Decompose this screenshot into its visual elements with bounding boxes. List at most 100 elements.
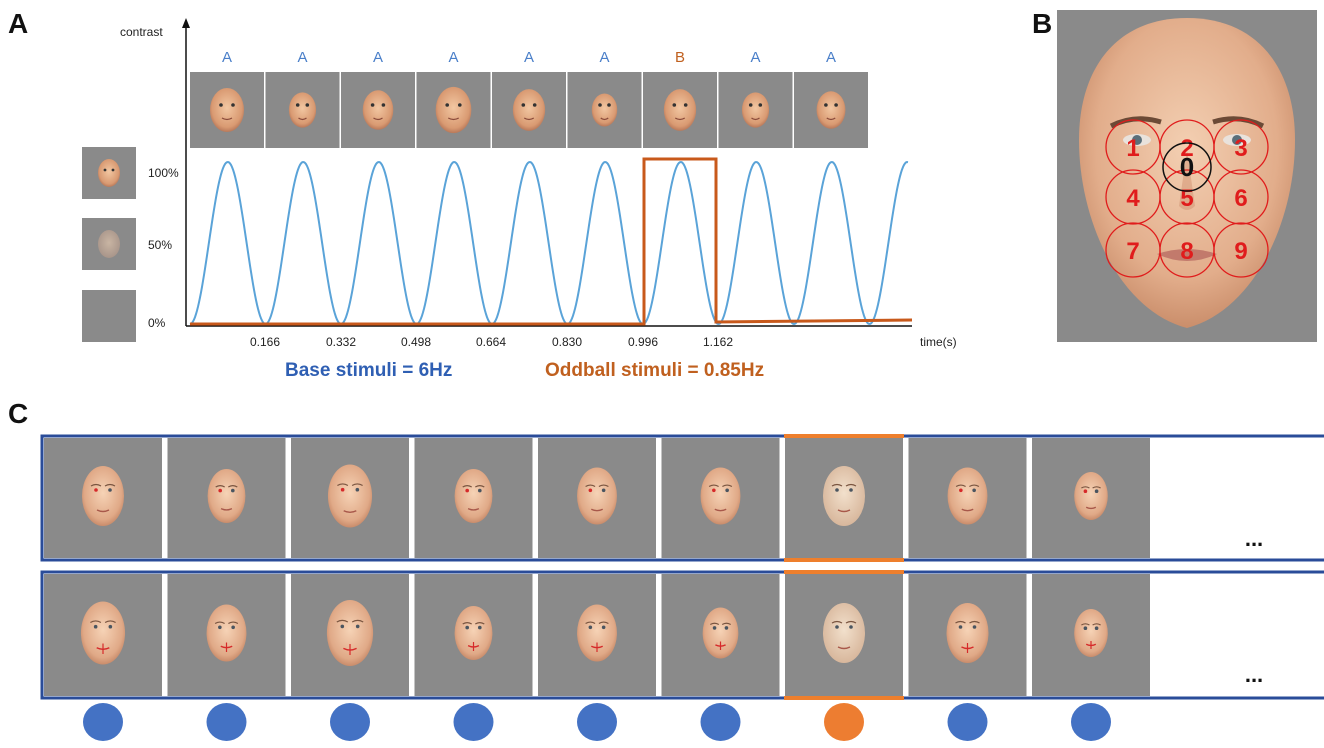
stimulus-frame [908, 574, 1027, 696]
ellipsis-cell [1155, 574, 1324, 696]
base-stimuli-caption: Base stimuli = 6Hz [285, 360, 452, 381]
panel-label-c: C [8, 398, 29, 429]
time-tick-2: 0.332 [326, 335, 356, 349]
mouth [1157, 249, 1217, 261]
sequence-label-4: A [448, 49, 458, 66]
region-number-8: 8 [1180, 238, 1193, 265]
region-number-6: 6 [1234, 185, 1247, 212]
sequence-label-1: A [222, 49, 232, 66]
sequence-thumbnails [190, 72, 868, 148]
region-number-4: 4 [1126, 185, 1140, 212]
row1-ellipsis: ... [1245, 526, 1263, 551]
contrast-0-thumbnail [82, 290, 136, 342]
time-tick-4: 0.664 [476, 335, 506, 349]
time-tick-1: 0.166 [250, 335, 280, 349]
nose [1179, 150, 1195, 210]
sequence-face-2 [265, 72, 340, 148]
base-dot [83, 703, 123, 741]
stimulus-frame [538, 574, 656, 696]
time-tick-5: 0.830 [552, 335, 582, 349]
region-circle-3 [1213, 119, 1269, 175]
right-brow [1212, 116, 1265, 129]
stimulus-frame [414, 438, 533, 558]
stimulus-frame [538, 438, 656, 558]
contrast-50-thumbnail [82, 218, 136, 270]
base-dot [700, 703, 741, 741]
region-number-7: 7 [1126, 238, 1139, 265]
region-number-9: 9 [1234, 238, 1247, 265]
base-dot [453, 703, 494, 741]
sequence-face-8 [718, 72, 793, 148]
sequence-face-5 [492, 72, 566, 148]
region-circle-6 [1213, 169, 1269, 225]
contrast-label-50: 50% [148, 238, 172, 252]
stimulus-frame [661, 438, 780, 558]
region-circle-9 [1213, 222, 1269, 278]
base-sinusoid-wave [189, 160, 909, 326]
sequence-label-6: A [599, 49, 609, 66]
sequence-label-7: B [675, 49, 685, 66]
stimulus-frame [44, 574, 162, 696]
stimulus-frame [414, 574, 533, 696]
sequence-face-7 [643, 72, 717, 148]
base-dot [577, 703, 617, 741]
oddball-dot [824, 703, 864, 741]
region-circles: 1 2 3 4 5 6 7 8 9 [1105, 119, 1269, 278]
region-number-5: 5 [1180, 185, 1193, 212]
sequence-face-1 [190, 72, 264, 148]
stimulus-frame [291, 438, 409, 558]
stimulus-frame [167, 574, 286, 696]
time-tick-7: 1.162 [703, 335, 733, 349]
contrast-100-thumbnail [82, 147, 136, 199]
stimulus-frame [167, 438, 286, 558]
y-axis-arrow [182, 18, 190, 28]
stimulus-frame [1032, 438, 1150, 558]
sequence-label-8: A [750, 49, 760, 66]
panel-b-face-regions: 1 2 3 4 5 6 7 8 9 0 [1057, 10, 1317, 342]
region-number-3: 3 [1234, 135, 1247, 162]
stimulus-frame [908, 438, 1027, 558]
sequence-face-3 [341, 72, 415, 148]
sequence-face-9 [794, 72, 868, 148]
row2-ellipsis: ... [1245, 662, 1263, 687]
sequence-face-4 [416, 72, 491, 148]
sequence-label-2: A [297, 49, 307, 66]
stimulus-frame [661, 574, 780, 696]
panel-a-figure: contrast time(s) A A A A A A B A A 100% 50% 0% 0… [82, 18, 957, 381]
time-tick-3: 0.498 [401, 335, 431, 349]
left-brow [1109, 116, 1162, 129]
base-dot [1071, 703, 1111, 741]
region-number-2: 2 [1180, 135, 1193, 162]
contrast-label-0: 0% [148, 316, 166, 330]
row-border [40, 434, 1324, 562]
panel-label-b: B [1032, 8, 1053, 39]
base-dot [330, 703, 370, 741]
stimulus-frame [291, 574, 409, 696]
base-dot [206, 703, 247, 741]
region-number-0: 0 [1180, 152, 1194, 182]
oddball-square-wave [190, 157, 913, 326]
sequence-label-5: A [524, 49, 534, 66]
ellipsis-cell [1155, 438, 1324, 558]
stimulus-frame [44, 438, 162, 558]
sequence-label-9: A [826, 49, 836, 66]
x-axis-label: time(s) [920, 335, 957, 349]
panel-label-a: A [8, 8, 29, 39]
time-tick-labels: 0.166 0.332 0.498 0.664 0.830 0.996 1.162 [250, 335, 733, 349]
contrast-label-100: 100% [148, 166, 179, 180]
stimulus-frame [784, 570, 904, 700]
sequence-face-6 [567, 72, 642, 148]
oddball-stimuli-caption: Oddball stimuli = 0.85Hz [545, 360, 764, 381]
stimulus-row-2 [40, 570, 1324, 700]
panel-c-stimulus-sequence: ... ... [40, 434, 1324, 741]
region-number-1: 1 [1126, 135, 1139, 162]
region-circle-0 [1162, 142, 1212, 192]
stimulus-frame [784, 434, 904, 562]
stimulus-row-1 [40, 434, 1324, 562]
base-dot [947, 703, 988, 741]
stimulus-frame [1032, 574, 1150, 696]
time-tick-6: 0.996 [628, 335, 658, 349]
sequence-label-3: A [373, 49, 383, 66]
row-border [40, 570, 1324, 700]
